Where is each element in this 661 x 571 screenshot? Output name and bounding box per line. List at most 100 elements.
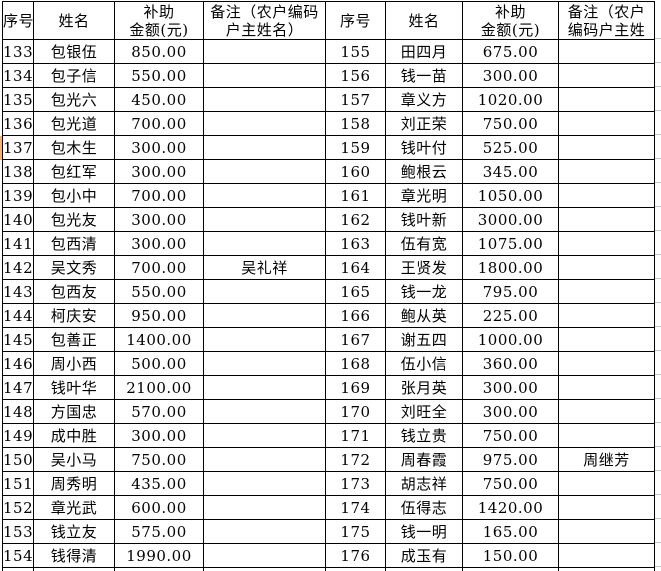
cell-seq[interactable]: 159: [325, 135, 386, 160]
cell-name[interactable]: 成中胜: [33, 423, 115, 448]
cell-seq[interactable]: 148: [2, 399, 34, 424]
cell-name[interactable]: 钱叶付: [385, 135, 463, 160]
cell-name[interactable]: 鲍从英: [385, 303, 463, 328]
cell-remark[interactable]: [558, 471, 655, 496]
cell-remark[interactable]: [203, 303, 326, 328]
cell-name[interactable]: 方国忠: [33, 399, 115, 424]
cell-amount[interactable]: 750.00: [462, 423, 559, 448]
cell-amount[interactable]: 950.00: [114, 303, 204, 328]
col-header-seq[interactable]: 序号: [2, 1, 34, 40]
cell-amount[interactable]: 1000.00: [462, 327, 559, 352]
cell-amount[interactable]: 675.00: [462, 39, 559, 64]
cell-remark[interactable]: [558, 375, 655, 400]
cell-seq[interactable]: 155: [325, 39, 386, 64]
cell-amount[interactable]: 2100.00: [114, 375, 204, 400]
cell-seq[interactable]: 161: [325, 183, 386, 208]
cell-name[interactable]: 包木生: [33, 135, 115, 160]
cell-remark[interactable]: [203, 135, 326, 160]
cell-name[interactable]: 吴小马: [33, 447, 115, 472]
cell-name[interactable]: 章光武: [33, 495, 115, 520]
cell-seq[interactable]: 151: [2, 471, 34, 496]
cell-seq[interactable]: 134: [2, 63, 34, 88]
cell-remark[interactable]: [558, 351, 655, 376]
col-header-name[interactable]: 姓名: [385, 1, 463, 40]
cell-amount[interactable]: 600.00: [114, 495, 204, 520]
cell-seq[interactable]: 146: [2, 351, 34, 376]
cell-remark[interactable]: [558, 543, 655, 568]
cell-name[interactable]: 刘正荣: [385, 111, 463, 136]
cell-amount[interactable]: 165.00: [462, 519, 559, 544]
cell-amount[interactable]: 1420.00: [462, 495, 559, 520]
cell-seq[interactable]: 157: [325, 87, 386, 112]
cell-seq[interactable]: 144: [2, 303, 34, 328]
cell-remark[interactable]: [558, 399, 655, 424]
cell-remark[interactable]: [203, 207, 326, 232]
cell-name[interactable]: 王贤发: [385, 255, 463, 280]
cell-name[interactable]: 钱叶新: [385, 207, 463, 232]
cell-name[interactable]: 伍小信: [385, 351, 463, 376]
cell-remark[interactable]: [558, 279, 655, 304]
cell-amount[interactable]: 360.00: [462, 351, 559, 376]
cell-seq[interactable]: 160: [325, 159, 386, 184]
cell-amount[interactable]: 300.00: [114, 231, 204, 256]
cell-seq[interactable]: 172: [325, 447, 386, 472]
cell-remark[interactable]: [558, 135, 655, 160]
cell-seq[interactable]: 141: [2, 231, 34, 256]
cell-seq[interactable]: 150: [2, 447, 34, 472]
cell-name[interactable]: 包善正: [33, 327, 115, 352]
cell-name[interactable]: 钱立贵: [385, 423, 463, 448]
cell-remark[interactable]: [203, 399, 326, 424]
cell-seq[interactable]: 133: [2, 39, 34, 64]
cell-remark[interactable]: [203, 87, 326, 112]
cell-seq[interactable]: 158: [325, 111, 386, 136]
cell-name[interactable]: 包红军: [33, 159, 115, 184]
cell-amount[interactable]: 500.00: [114, 351, 204, 376]
cell-remark[interactable]: [203, 63, 326, 88]
cell-amount[interactable]: 525.00: [462, 135, 559, 160]
cell-amount[interactable]: 1990.00: [114, 543, 204, 568]
cell-remark[interactable]: [203, 471, 326, 496]
cell-remark[interactable]: 周继芳: [558, 447, 655, 472]
cell-name[interactable]: 章义方: [385, 87, 463, 112]
cell-amount[interactable]: 345.00: [462, 159, 559, 184]
cell-name[interactable]: 钱一苗: [385, 63, 463, 88]
cell-amount[interactable]: 435.00: [114, 471, 204, 496]
cell-amount[interactable]: 575.00: [114, 519, 204, 544]
cell-remark[interactable]: [558, 111, 655, 136]
cell-name[interactable]: 钱叶华: [33, 375, 115, 400]
cell-name[interactable]: 柯庆安: [33, 303, 115, 328]
cell-name[interactable]: 鲍根云: [385, 159, 463, 184]
cell-amount[interactable]: 700.00: [114, 255, 204, 280]
cell-seq[interactable]: 166: [325, 303, 386, 328]
cell-amount[interactable]: 700.00: [114, 111, 204, 136]
cell-amount[interactable]: 550.00: [114, 279, 204, 304]
cell-remark[interactable]: [558, 63, 655, 88]
col-header-remark[interactable]: 备注（农户 编码户主姓: [558, 1, 655, 40]
cell-amount[interactable]: 300.00: [462, 63, 559, 88]
cell-remark[interactable]: [203, 519, 326, 544]
cell-seq[interactable]: 168: [325, 351, 386, 376]
cell-remark[interactable]: [558, 159, 655, 184]
cell-amount[interactable]: 1020.00: [462, 87, 559, 112]
cell-remark[interactable]: [558, 423, 655, 448]
cell-name[interactable]: 周春霞: [385, 447, 463, 472]
cell-name[interactable]: 包银伍: [33, 39, 115, 64]
cell-seq[interactable]: 170: [325, 399, 386, 424]
cell-seq[interactable]: 135: [2, 87, 34, 112]
cell-remark[interactable]: [558, 303, 655, 328]
cell-amount[interactable]: 750.00: [114, 447, 204, 472]
cell-name[interactable]: 包西友: [33, 279, 115, 304]
cell-name[interactable]: 胡志祥: [385, 471, 463, 496]
cell-seq[interactable]: 140: [2, 207, 34, 232]
cell-seq[interactable]: 143: [2, 279, 34, 304]
cell-amount[interactable]: 300.00: [462, 375, 559, 400]
cell-name[interactable]: 章光明: [385, 183, 463, 208]
cell-seq[interactable]: 169: [325, 375, 386, 400]
cell-name[interactable]: 包光友: [33, 207, 115, 232]
cell-name[interactable]: 包子信: [33, 63, 115, 88]
cell-amount[interactable]: 1075.00: [462, 231, 559, 256]
cell-remark[interactable]: [203, 375, 326, 400]
cell-name[interactable]: 伍得志: [385, 495, 463, 520]
cell-amount[interactable]: 1800.00: [462, 255, 559, 280]
cell-remark[interactable]: [558, 207, 655, 232]
